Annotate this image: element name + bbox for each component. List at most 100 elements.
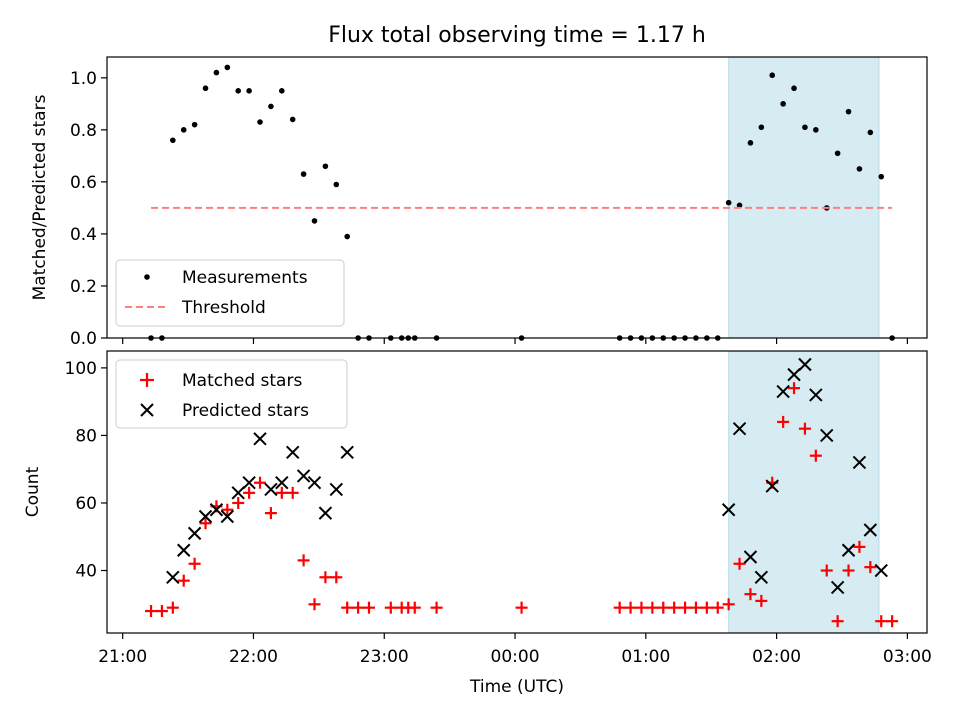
legend-measurements-marker [144,274,150,280]
top-shaded-span [728,56,880,339]
predicted-star-point [187,526,202,541]
measurement-point [235,88,242,94]
measurement-point [791,85,797,92]
matched-star-point [733,557,746,570]
predicted-star-point [830,580,845,595]
measurement-point [180,127,187,133]
predicted-star-point [776,384,790,399]
top-y-ticks: 0.0 0.2 0.4 0.6 0.8 1.0 [70,69,107,349]
predicted-star-point [166,570,180,584]
measurement-point [344,233,351,240]
matched-star-point [809,449,822,462]
matched-star-point [264,507,277,520]
matched-star-point [330,571,343,584]
matched-star-point [254,476,267,489]
bottom-legend: Matched stars Predicted stars [115,359,348,429]
matched-star-point [875,615,888,628]
measurement-point [257,119,263,125]
predicted-star-point [732,421,747,436]
top-legend: Measurements Threshold [115,259,345,327]
predicted-star-point [242,476,256,490]
legend-predicted-label: Predicted stars [182,401,309,421]
predicted-star-point [264,482,278,497]
matched-star-point [853,540,866,553]
bottom-axes-frame [106,350,928,634]
measurement-point [856,166,863,172]
predicted-star-point [743,550,758,564]
legend-matched-marker [140,373,154,387]
matched-star-point [188,557,201,570]
matched-star-point [820,564,833,577]
bottom-legend-box [115,359,348,429]
measurement-point [268,103,274,110]
x-tick-label: 00:00 [491,647,540,667]
top-data-marks [148,64,895,341]
legend-threshold-label: Threshold [181,298,266,318]
predicted-star-point [198,509,213,524]
measurement-point [725,199,732,206]
y-tick-label: 0.8 [70,121,97,141]
legend-predicted-marker [140,403,154,417]
matched-star-point [145,605,158,618]
chart-title: Flux total observing time = 1.17 h [328,23,706,48]
predicted-star-point [841,543,856,557]
predicted-star-point [231,486,245,500]
predicted-star-point [253,432,267,446]
x-tick-label: 03:00 [883,647,932,667]
bottom-shaded-span [728,350,880,634]
top-legend-box [115,259,345,327]
measurement-point [279,88,285,94]
y-tick-label: 100 [65,359,97,379]
bottom-y-ticks: 40 60 80 100 [65,359,107,582]
y-tick-label: 0.0 [70,329,97,349]
matched-star-point [243,486,256,499]
x-tick-label: 22:00 [229,647,278,667]
x-tick-label: 02:00 [752,647,801,667]
matched-star-point [384,601,397,614]
y-tick-label: 0.6 [70,173,97,193]
matched-star-point [635,601,648,614]
y-tick-label: 60 [75,494,97,514]
matched-star-point [286,486,299,499]
measurement-point [202,85,209,92]
measurement-point [322,163,329,170]
measurement-point [813,127,819,133]
matched-star-point [668,601,681,614]
predicted-star-point [765,479,779,493]
legend-matched-label: Matched stars [182,371,302,391]
matched-star-point [711,601,724,614]
measurement-point [802,124,808,131]
y-tick-label: 1.0 [70,69,97,89]
predicted-star-point [329,482,344,497]
predicted-star-point [318,506,333,520]
matched-star-point [275,486,288,499]
predicted-star-point [820,428,834,443]
predicted-star-point [754,570,769,584]
measurement-point [867,129,874,136]
top-axes-frame [106,56,928,339]
measurement-point [246,88,252,94]
matched-star-point [166,601,179,614]
matched-star-point [788,382,801,395]
matched-star-point [341,601,354,614]
measurement-point [758,124,765,131]
matched-star-point [864,561,877,574]
y-tick-label: 0.2 [70,277,97,297]
bottom-x-ticks: 21:00 22:00 23:00 00:00 01:00 02:00 03:00 [98,633,932,667]
matched-star-point [886,615,899,628]
measurement-point [780,101,786,107]
matched-star-point [297,554,310,567]
bottom-y-axis-label: Count [23,466,43,517]
x-tick-label: 01:00 [621,647,670,667]
matched-star-point [362,601,375,614]
matched-star-point [798,422,811,435]
x-axis-label: Time (UTC) [469,677,564,697]
top-x-ticks [122,338,908,344]
measurement-point [878,173,885,180]
matched-star-point [613,601,626,614]
matched-star-point [831,615,844,628]
x-tick-label: 23:00 [360,647,409,667]
matched-star-point [657,601,670,614]
predicted-star-point [787,367,801,382]
